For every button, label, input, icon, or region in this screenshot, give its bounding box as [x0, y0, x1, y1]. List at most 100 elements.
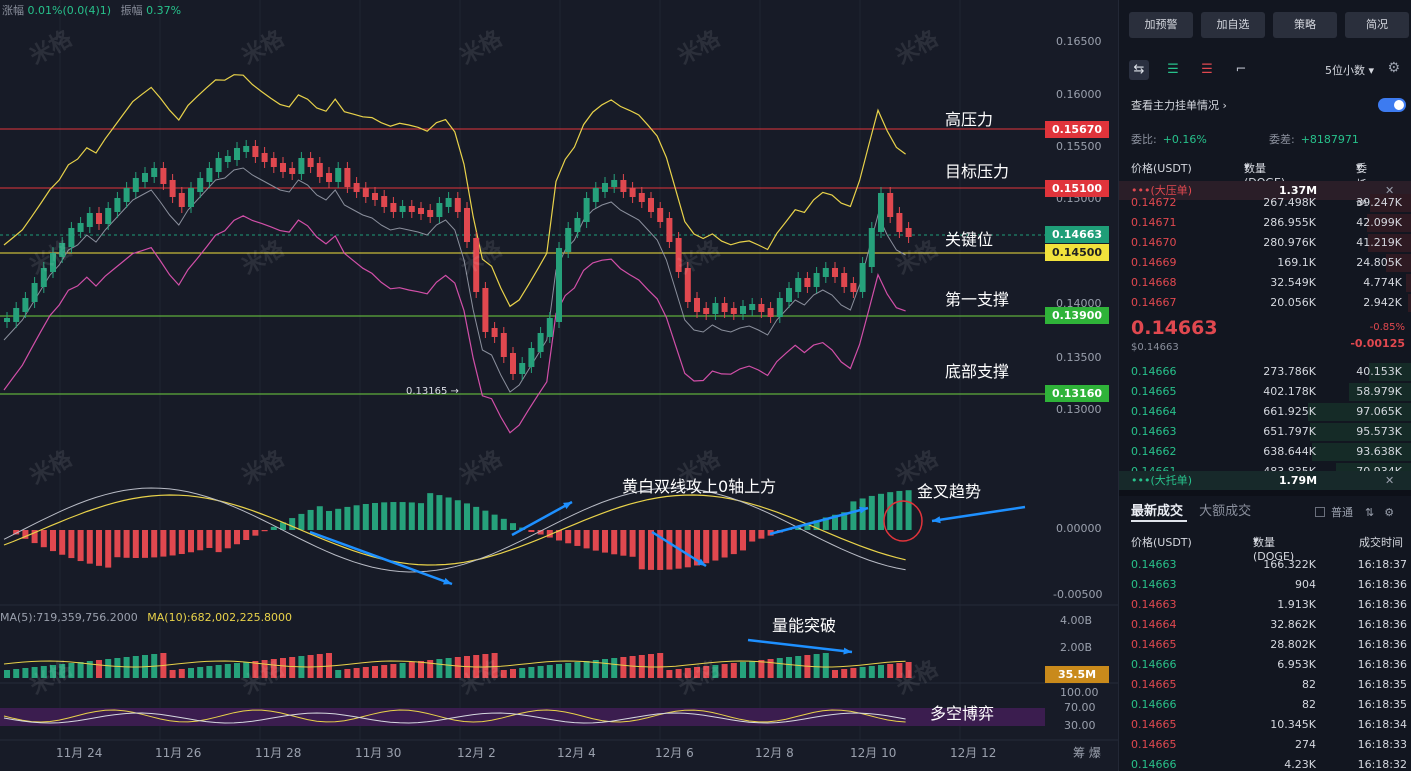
candle-body	[482, 288, 489, 332]
candle-body	[491, 328, 498, 337]
close-icon[interactable]: ✕	[1385, 184, 1395, 197]
trade-row[interactable]: 0.14666 4.23K 16:18:32	[1119, 755, 1411, 771]
price-chart-canvas[interactable]	[0, 0, 1118, 771]
candle-body	[123, 188, 130, 202]
volume-bar	[712, 665, 719, 678]
chip-liquidation-icons[interactable]: 筹 爆	[1073, 746, 1101, 760]
volume-bar	[813, 654, 820, 678]
candle-body	[335, 168, 342, 182]
volume-bar	[510, 669, 516, 678]
ask-row[interactable]: 0.14670 280.976K 41.219K	[1119, 233, 1411, 253]
bid-total: 93.638K	[1356, 445, 1402, 458]
ask-row[interactable]: 0.14669 169.1K 24.805K	[1119, 253, 1411, 273]
volume-bar	[31, 667, 38, 678]
depth-bar	[1310, 423, 1411, 441]
bid-row[interactable]: 0.14665 402.178K 58.979K	[1119, 382, 1411, 402]
trade-row[interactable]: 0.14665 82 16:18:35	[1119, 675, 1411, 695]
big-ask-bar[interactable]: •••(大压单) 1.37M ✕	[1119, 181, 1411, 200]
trade-row[interactable]: 0.14665 10.345K 16:18:34	[1119, 715, 1411, 735]
normal-filter-checkbox[interactable]: 普通 ⇅ ⚙	[1315, 504, 1394, 520]
volume-bar	[841, 669, 848, 678]
big-bid-bar[interactable]: •••(大托单) 1.79M ✕	[1119, 471, 1411, 490]
trade-time: 16:18:36	[1357, 658, 1407, 671]
bid-row[interactable]: 0.14661 483.835K 70.934K	[1119, 462, 1411, 472]
bid-price: 0.14664	[1131, 405, 1177, 418]
trade-qty-header[interactable]: 数量(DOGE) ▾	[1253, 534, 1295, 563]
macd-histogram-bar	[629, 530, 636, 557]
trade-qty: 82	[1302, 678, 1316, 691]
macd-histogram-bar	[878, 493, 884, 530]
volume-bar	[565, 663, 572, 678]
rsi-band	[0, 708, 1045, 726]
both-sides-view-icon[interactable]: ⇆	[1129, 60, 1149, 80]
tab-large-trades[interactable]: 大额成交	[1199, 504, 1252, 519]
macd-histogram-bar	[832, 514, 838, 530]
ask-row[interactable]: 0.14668 32.549K 4.774K	[1119, 273, 1411, 293]
macd-histogram-bar	[510, 523, 516, 530]
bid-row[interactable]: 0.14664 661.925K 97.065K	[1119, 402, 1411, 422]
volume-bar	[344, 669, 351, 678]
volume-bar	[620, 657, 627, 678]
trade-row[interactable]: 0.14663 1.913K 16:18:36	[1119, 595, 1411, 615]
ob-total-header[interactable]: 委托额 ▾	[1356, 160, 1367, 207]
trade-row[interactable]: 0.14664 32.862K 16:18:36	[1119, 615, 1411, 635]
bid-price: 0.14661	[1131, 465, 1177, 472]
depth-bar	[1336, 463, 1411, 472]
add-watchlist-button[interactable]: 加自选	[1201, 12, 1265, 38]
trade-row[interactable]: 0.14665 274 16:18:33	[1119, 735, 1411, 755]
order-panel: 加预警 加自选 策略 简况 ⇆ ☰ ☰ ⌐ 5位小数 ▾ ⚙ 查看主力挂单情况 …	[1118, 0, 1411, 771]
macd-histogram-bar	[169, 530, 176, 556]
candle-body	[859, 263, 866, 292]
volume-bar	[86, 661, 93, 678]
trade-row[interactable]: 0.14663 166.322K 16:18:37	[1119, 555, 1411, 575]
candle-body	[381, 196, 388, 207]
ask-row[interactable]: 0.14667 20.056K 2.942K	[1119, 293, 1411, 313]
candle-body	[749, 304, 756, 310]
close-icon[interactable]: ✕	[1385, 474, 1395, 487]
trade-row[interactable]: 0.14666 82 16:18:35	[1119, 695, 1411, 715]
main-order-link[interactable]: 查看主力挂单情况 ›	[1131, 97, 1227, 113]
asks-only-view-icon[interactable]: ☰	[1201, 62, 1213, 77]
trade-price: 0.14666	[1131, 658, 1177, 671]
tab-latest-trades[interactable]: 最新成交	[1131, 504, 1184, 519]
volume-bar	[40, 666, 47, 678]
overview-button[interactable]: 简况	[1345, 12, 1409, 38]
macd-histogram-bar	[436, 495, 443, 530]
x-tick: 11月 24	[56, 746, 103, 760]
ask-price: 0.14668	[1131, 276, 1177, 289]
volume-bar	[436, 659, 443, 678]
trades-view-icon[interactable]: ⌐	[1235, 62, 1247, 77]
ask-row[interactable]: 0.14672 267.498K 39.247K	[1119, 193, 1411, 213]
settings-icon[interactable]: ⚙	[1384, 506, 1395, 519]
decimal-select[interactable]: 5位小数 ▾	[1325, 62, 1374, 78]
bids-only-view-icon[interactable]: ☰	[1167, 62, 1179, 77]
depth-bar	[1408, 294, 1411, 312]
add-alert-button[interactable]: 加预警	[1129, 12, 1193, 38]
bid-row[interactable]: 0.14663 651.797K 95.573K	[1119, 422, 1411, 442]
volume-bar	[427, 660, 434, 678]
trend-arrow	[769, 506, 869, 536]
bid-row[interactable]: 0.14666 273.786K 40.153K	[1119, 362, 1411, 382]
ask-row[interactable]: 0.14671 286.955K 42.099K	[1119, 213, 1411, 233]
ob-price-header: 价格(USDT)	[1131, 162, 1192, 175]
ob-qty-header[interactable]: 数量 (DOGE) ▾	[1244, 160, 1285, 189]
bid-row[interactable]: 0.14662 638.644K 93.638K	[1119, 442, 1411, 462]
ask-qty: 267.498K	[1263, 196, 1316, 209]
volume-bar	[519, 668, 526, 678]
trend-arrow	[931, 505, 1026, 523]
bid-total: 70.934K	[1356, 465, 1402, 472]
strategy-button[interactable]: 策略	[1273, 12, 1337, 38]
x-tick: 12月 10	[850, 746, 897, 760]
macd-histogram-bar	[565, 530, 572, 544]
bid-qty: 651.797K	[1263, 425, 1316, 438]
main-order-toggle[interactable]	[1378, 98, 1406, 112]
chart-area[interactable]: 涨幅 0.01%(0.0(4)1) 振幅 0.37% 米格 米格 米格 米格 米…	[0, 0, 1118, 771]
trade-row[interactable]: 0.14665 28.802K 16:18:36	[1119, 635, 1411, 655]
volume-bar	[445, 658, 452, 678]
settings-icon[interactable]: ⚙	[1387, 60, 1400, 76]
trade-row[interactable]: 0.14666 6.953K 16:18:36	[1119, 655, 1411, 675]
candle-body	[142, 173, 148, 182]
trade-row[interactable]: 0.14663 904 16:18:36	[1119, 575, 1411, 595]
candle-body	[59, 243, 66, 257]
sort-icon[interactable]: ⇅	[1365, 506, 1375, 519]
